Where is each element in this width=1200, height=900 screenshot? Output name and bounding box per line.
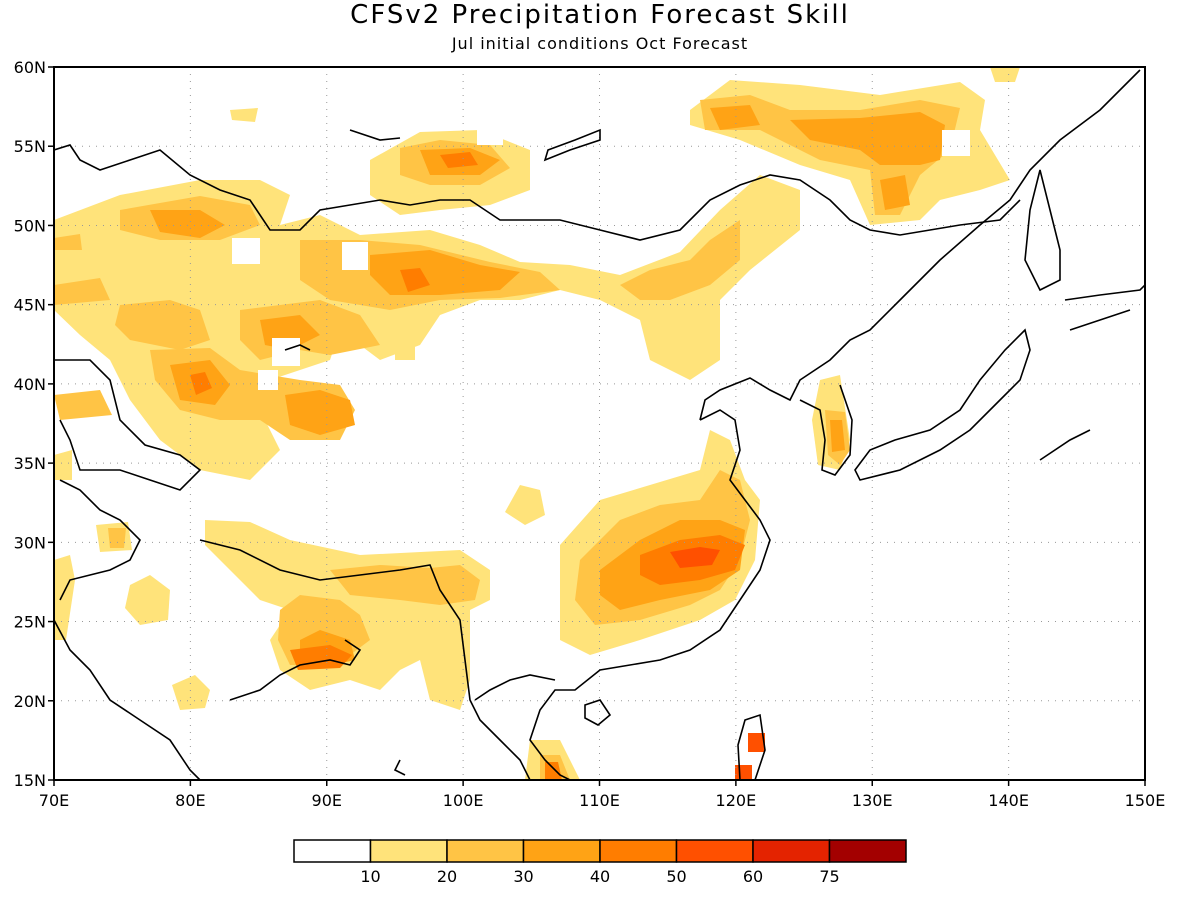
colorbar-swatch	[522, 839, 601, 863]
skill-shading	[54, 67, 1020, 780]
lat-tick-label: 25N	[14, 613, 46, 632]
lat-tick-label: 45N	[14, 296, 46, 315]
colorbar-swatch	[828, 839, 907, 863]
coastlines-and-borders	[54, 69, 1145, 780]
lon-tick-label: 150E	[1125, 791, 1166, 810]
colorbar-label: 30	[513, 867, 533, 886]
colorbar-swatch	[752, 839, 831, 863]
colorbar-swatch	[293, 839, 372, 863]
lat-tick-label: 35N	[14, 454, 46, 473]
colorbar-swatch	[369, 839, 448, 863]
colorbar-legend: 10 20 30 40 50 60 75	[293, 839, 907, 886]
lon-tick-label: 100E	[443, 791, 484, 810]
missing-data-mask	[232, 127, 970, 390]
colorbar-label: 20	[437, 867, 457, 886]
colorbar-swatch	[599, 839, 678, 863]
map-title: CFSv2 Precipitation Forecast Skill	[350, 0, 850, 30]
colorbar-label: 60	[743, 867, 763, 886]
longitude-axis: 70E 80E 90E 100E 110E 120E 130E 140E 150E	[39, 780, 1166, 810]
lat-tick-label: 60N	[14, 58, 46, 77]
lon-tick-label: 110E	[579, 791, 620, 810]
colorbar-label: 75	[819, 867, 839, 886]
colorbar-label: 40	[590, 867, 610, 886]
colorbar-label: 10	[360, 867, 380, 886]
lon-tick-label: 120E	[716, 791, 757, 810]
lon-tick-label: 130E	[852, 791, 893, 810]
colorbar-swatch	[446, 839, 525, 863]
lat-tick-label: 40N	[14, 375, 46, 394]
colorbar-swatch	[675, 839, 754, 863]
lat-tick-label: 30N	[14, 533, 46, 552]
lat-tick-label: 20N	[14, 692, 46, 711]
lat-tick-label: 55N	[14, 137, 46, 156]
colorbar-label: 50	[666, 867, 686, 886]
lat-tick-label: 15N	[14, 771, 46, 790]
latitude-axis: 15N 20N 25N 30N 35N 40N 45N 50N 55N 60N	[14, 58, 54, 790]
lon-tick-label: 140E	[988, 791, 1029, 810]
lon-tick-label: 70E	[39, 791, 69, 810]
lon-tick-label: 90E	[312, 791, 342, 810]
map-subtitle: Jul initial conditions Oct Forecast	[451, 34, 749, 53]
lat-tick-label: 50N	[14, 216, 46, 235]
lon-tick-label: 80E	[175, 791, 205, 810]
